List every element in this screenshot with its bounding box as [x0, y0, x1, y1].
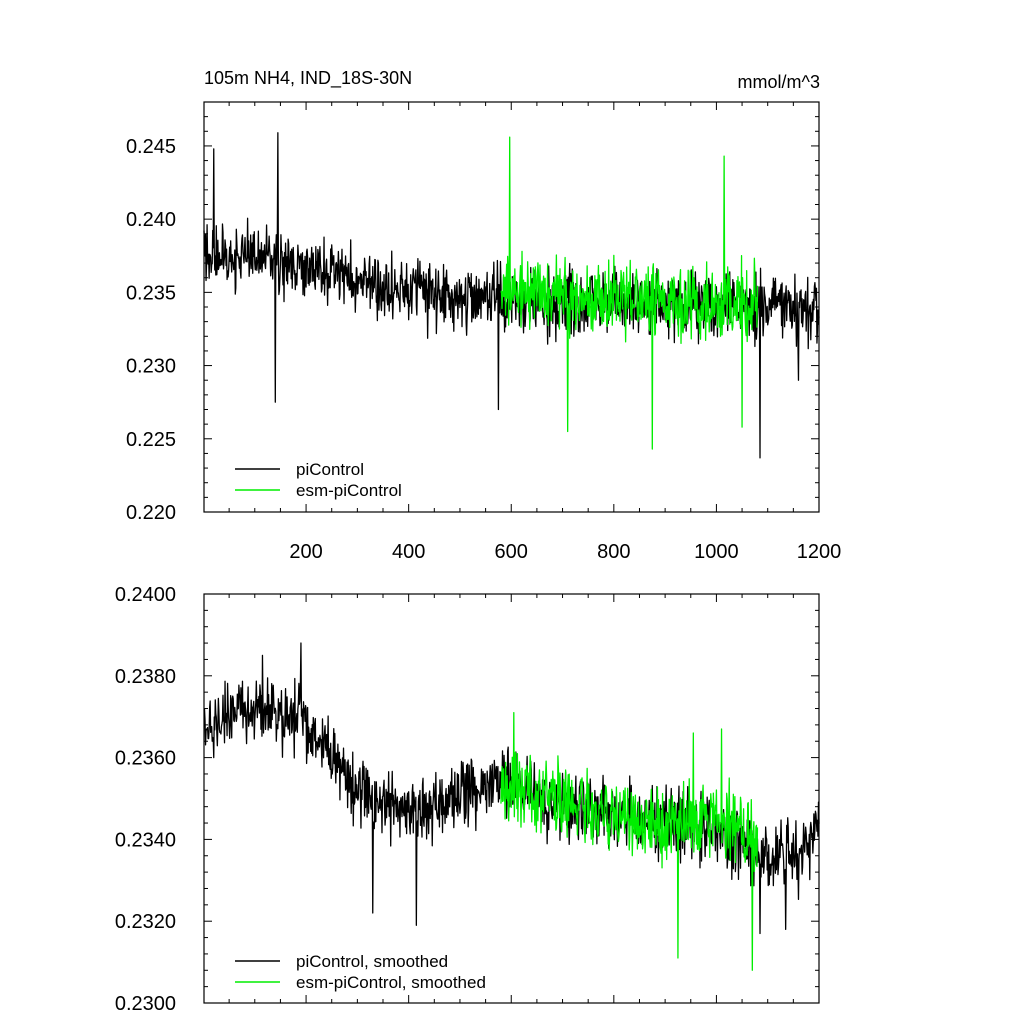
bottom-legend: piControl, smoothed esm-piControl, smoot…	[235, 952, 486, 992]
top-chart-panel: 105m NH4, IND_18S-30N mmol/m^3 200 400 600…	[126, 68, 841, 563]
legend-label-picontrol: piControl	[296, 460, 364, 479]
y-tick-label: 0.230	[126, 356, 176, 378]
y-tick-label: 0.225	[126, 429, 176, 451]
y-tick-label: 0.240	[126, 209, 176, 231]
series-line-esm-picontrol	[500, 136, 759, 450]
y-tick-label: 0.2320	[115, 911, 176, 933]
top-series-group	[203, 132, 820, 459]
chart-title: 105m NH4, IND_18S-30N	[204, 68, 412, 89]
legend-label-picontrol-smoothed: piControl, smoothed	[296, 952, 448, 971]
x-tick-label: 600	[495, 541, 528, 563]
bottom-chart-panel: 0.2300 0.2320 0.2340 0.2360 0.2380 0.2400 piC…	[115, 584, 820, 1015]
x-tick-label: 800	[597, 541, 630, 563]
bottom-axes-group: 0.2300 0.2320 0.2340 0.2360 0.2380 0.2400	[115, 584, 820, 1015]
y-tick-label: 0.2380	[115, 666, 176, 688]
top-legend: piControl esm-piControl	[235, 460, 402, 500]
x-tick-label: 1000	[694, 541, 739, 563]
y-tick-label: 0.220	[126, 502, 176, 524]
top-axes-group: 200 400 600 800 1000 1200 0.220 0.225 0.230 0.235…	[126, 101, 842, 563]
y-tick-label: 0.2400	[115, 584, 176, 606]
series-line-picontrol	[203, 132, 820, 459]
bottom-series-group	[203, 642, 820, 971]
y-tick-label: 0.235	[126, 282, 176, 304]
y-tick-label: 0.245	[126, 136, 176, 158]
y-tick-label: 0.2360	[115, 748, 176, 770]
units-label: mmol/m^3	[738, 72, 820, 92]
x-tick-label: 200	[289, 541, 322, 563]
legend-label-esm-picontrol: esm-piControl	[296, 481, 402, 500]
y-tick-label: 0.2300	[115, 993, 176, 1015]
series-line-esm-picontrol-smoothed	[500, 711, 759, 971]
y-tick-label: 0.2340	[115, 829, 176, 851]
x-tick-label: 400	[392, 541, 425, 563]
legend-label-esm-picontrol-smoothed: esm-piControl, smoothed	[296, 973, 486, 992]
x-tick-label: 1200	[797, 541, 842, 563]
